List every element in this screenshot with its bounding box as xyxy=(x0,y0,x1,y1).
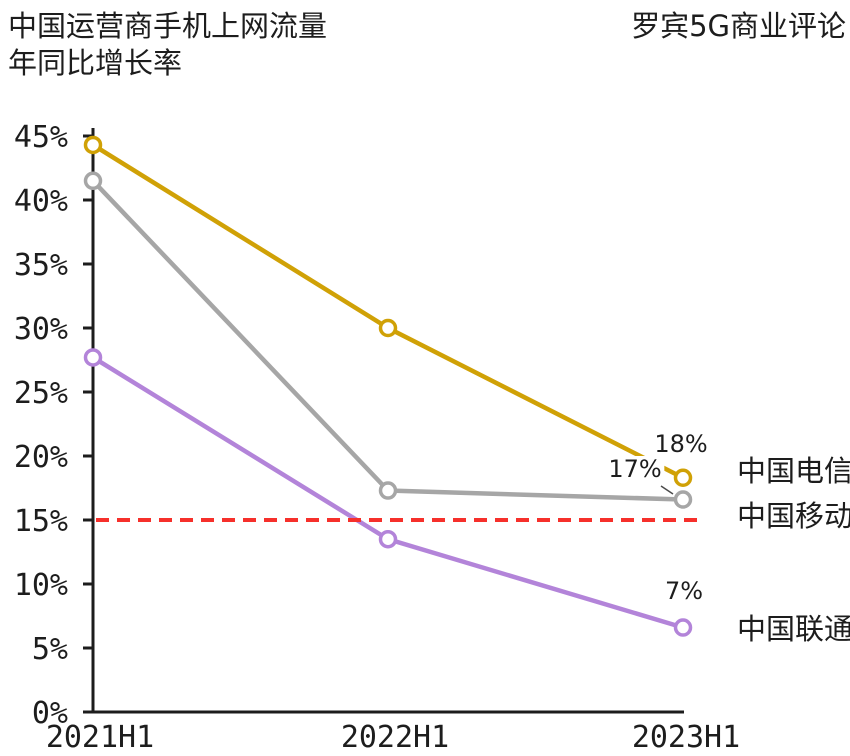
chart-title-line2: 年同比增长率 xyxy=(8,46,183,80)
brand-label: 罗宾5G商业评论 xyxy=(631,9,846,43)
x-tick-label: 2022H1 xyxy=(341,720,449,755)
data-point-marker-s2-2021H1 xyxy=(83,348,103,367)
x-tick-label: 2023H1 xyxy=(632,720,740,755)
y-tick-label: 25% xyxy=(14,376,68,411)
data-point-marker-s1-2023H1 xyxy=(673,490,693,509)
y-tick-label: 35% xyxy=(14,248,68,283)
chart-title: 中国运营商手机上网流量 年同比增长率 xyxy=(8,8,327,82)
data-point-marker-s1-2021H1 xyxy=(83,171,103,191)
series-label-mobile: 中国移动 xyxy=(737,499,850,533)
y-tick-label: 5% xyxy=(32,632,68,667)
y-tick-label: 30% xyxy=(14,312,68,347)
series-line-1 xyxy=(90,178,686,502)
y-tick-label: 15% xyxy=(14,504,68,539)
data-point-marker-s1-2022H1 xyxy=(378,481,398,500)
y-tick-label: 40% xyxy=(14,184,68,219)
end-label-unicom: 7% xyxy=(661,578,707,604)
y-tick-label: 20% xyxy=(14,440,68,475)
y-tick-label: 45% xyxy=(14,120,68,155)
y-tick-label: 10% xyxy=(14,568,68,603)
data-point-marker-s2-2022H1 xyxy=(378,529,398,549)
end-label-telecom: 18% xyxy=(651,431,711,457)
series-label-telecom: 中国电信 xyxy=(737,454,850,488)
y-tick-label: 0% xyxy=(32,696,68,731)
data-point-marker-s2-2023H1 xyxy=(673,618,693,637)
series-label-unicom: 中国联通 xyxy=(737,612,850,646)
x-tick-label: 2021H1 xyxy=(46,720,154,755)
chart-title-line1: 中国运营商手机上网流量 xyxy=(8,9,328,43)
series-line-0 xyxy=(90,142,686,481)
data-point-marker-s0-2021H1 xyxy=(83,135,103,155)
data-point-marker-s0-2023H1 xyxy=(673,468,693,488)
data-point-marker-s0-2022H1 xyxy=(378,318,398,338)
label-leader-line xyxy=(660,485,674,495)
end-label-mobile: 17% xyxy=(605,456,665,482)
